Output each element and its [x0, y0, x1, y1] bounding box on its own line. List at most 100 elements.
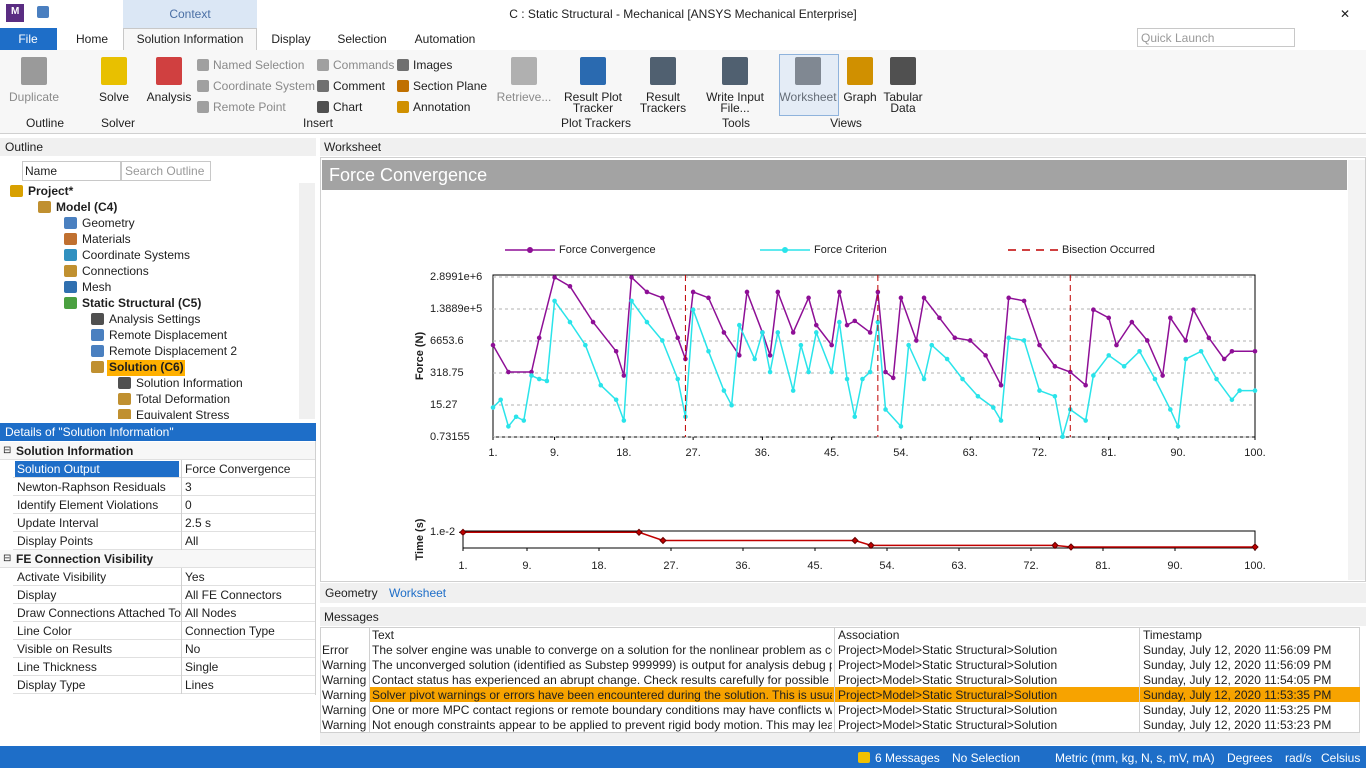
- message-cell[interactable]: Project>Model>Static Structural>Solution: [838, 688, 1058, 702]
- message-cell[interactable]: Not enough constraints appear to be appl…: [372, 718, 832, 732]
- tree-item[interactable]: Static Structural (C5): [82, 296, 202, 310]
- message-cell[interactable]: Warning: [322, 688, 367, 702]
- outline-search[interactable]: Search Outline: [125, 164, 205, 178]
- ribbon-button[interactable]: Duplicate: [8, 90, 60, 104]
- message-cell[interactable]: Sunday, July 12, 2020 11:56:09 PM: [1143, 658, 1332, 672]
- property-value[interactable]: Connection Type: [185, 624, 275, 638]
- ribbon-button[interactable]: Worksheet: [779, 90, 837, 104]
- message-cell[interactable]: One or more MPC contact regions or remot…: [372, 703, 832, 717]
- ribbon-tab[interactable]: Home: [75, 32, 109, 46]
- message-cell[interactable]: Warning: [322, 673, 367, 687]
- tree-item[interactable]: Equivalent Stress: [136, 408, 230, 419]
- message-cell[interactable]: Project>Model>Static Structural>Solution: [838, 658, 1058, 672]
- property-value[interactable]: Yes: [185, 570, 205, 584]
- active-tab-bg[interactable]: [123, 28, 257, 51]
- tree-item[interactable]: Solution (C6): [109, 360, 184, 374]
- property-value[interactable]: All Nodes: [185, 606, 237, 620]
- quick-launch[interactable]: Quick Launch: [1141, 31, 1215, 45]
- message-cell[interactable]: The solver engine was unable to converge…: [372, 643, 832, 657]
- message-cell[interactable]: Sunday, July 12, 2020 11:54:05 PM: [1143, 673, 1332, 687]
- ribbon-button[interactable]: Coordinate System: [213, 79, 316, 93]
- tree-item[interactable]: Coordinate Systems: [82, 248, 191, 262]
- tree-item[interactable]: Remote Displacement: [109, 328, 228, 342]
- column-header[interactable]: Timestamp: [1143, 628, 1202, 642]
- tree-item[interactable]: Geometry: [82, 216, 135, 230]
- ribbon-button[interactable]: Commands: [333, 58, 395, 72]
- message-cell[interactable]: Warning: [322, 718, 367, 732]
- property-value[interactable]: Lines: [185, 678, 214, 692]
- message-cell[interactable]: Project>Model>Static Structural>Solution: [838, 718, 1058, 732]
- column-header[interactable]: Association: [838, 628, 900, 642]
- ribbon-button[interactable]: Write Input File...: [706, 90, 764, 115]
- tree-item[interactable]: Model (C4): [56, 200, 118, 214]
- property-value[interactable]: All: [185, 534, 199, 548]
- property-value[interactable]: Force Convergence: [185, 462, 291, 476]
- tree-icon: [64, 265, 77, 277]
- message-cell[interactable]: Sunday, July 12, 2020 11:56:09 PM: [1143, 643, 1332, 657]
- outline-filter-box[interactable]: [22, 161, 121, 181]
- outline-filter[interactable]: Name: [25, 164, 58, 178]
- ribbon-button[interactable]: Retrieve...: [496, 90, 552, 104]
- tree-item[interactable]: Remote Displacement 2: [109, 344, 238, 358]
- ribbon-button[interactable]: Graph: [843, 90, 877, 104]
- column-header[interactable]: Text: [372, 628, 395, 642]
- property-value[interactable]: 0: [185, 498, 192, 512]
- ribbon-tab[interactable]: File: [18, 32, 38, 46]
- message-cell[interactable]: Sunday, July 12, 2020 11:53:23 PM: [1143, 718, 1332, 732]
- ribbon-button[interactable]: Images: [413, 58, 453, 72]
- view-tab[interactable]: Geometry: [325, 586, 378, 600]
- quick-launch-box[interactable]: [1137, 28, 1295, 47]
- collapse-toggle[interactable]: ⊟: [3, 553, 12, 564]
- ribbon-tab[interactable]: Solution Information: [136, 32, 244, 46]
- collapse-toggle[interactable]: ⊟: [3, 445, 12, 456]
- ribbon-tab[interactable]: Selection: [337, 32, 387, 46]
- ribbon-button[interactable]: Analysis: [146, 90, 192, 104]
- tree-item[interactable]: Analysis Settings: [109, 312, 201, 326]
- ribbon-button[interactable]: Section Plane: [413, 79, 488, 93]
- button-icon: [397, 59, 409, 71]
- ribbon-tab[interactable]: Automation: [414, 32, 476, 46]
- ribbon-button[interactable]: Comment: [333, 79, 386, 93]
- outline-scrollbar[interactable]: [299, 183, 315, 419]
- property-value[interactable]: 2.5 s: [185, 516, 212, 530]
- ribbon-button[interactable]: Remote Point: [213, 100, 286, 114]
- message-cell[interactable]: Project>Model>Static Structural>Solution: [838, 673, 1058, 687]
- property-value[interactable]: No: [185, 642, 201, 656]
- ribbon-button[interactable]: Named Selection: [213, 58, 305, 72]
- message-cell[interactable]: Error: [322, 643, 349, 657]
- message-cell[interactable]: Warning: [322, 658, 367, 672]
- worksheet-scrollbar[interactable]: [1348, 160, 1365, 580]
- view-title: Force Convergence: [329, 165, 488, 185]
- tree-item[interactable]: Project*: [28, 184, 74, 198]
- message-cell[interactable]: Sunday, July 12, 2020 11:53:25 PM: [1143, 703, 1332, 717]
- message-cell[interactable]: Warning: [322, 703, 367, 717]
- window-close[interactable]: ✕: [1340, 7, 1351, 21]
- tree-item[interactable]: Mesh: [82, 280, 112, 294]
- tree-item[interactable]: Total Deformation: [136, 392, 231, 406]
- property-value[interactable]: All FE Connectors: [185, 588, 282, 602]
- messages-scrollbar[interactable]: [320, 733, 1360, 745]
- property-value[interactable]: 3: [185, 480, 192, 494]
- property-value[interactable]: Single: [185, 660, 219, 674]
- ribbon-button[interactable]: Tabular Data: [883, 90, 923, 115]
- ribbon-button[interactable]: Solve: [98, 90, 130, 104]
- ribbon-button[interactable]: Result Trackers: [639, 90, 687, 115]
- file-tab-bg[interactable]: [0, 28, 57, 50]
- message-cell[interactable]: Project>Model>Static Structural>Solution: [838, 643, 1058, 657]
- message-cell[interactable]: Contact status has experienced an abrupt…: [372, 673, 832, 687]
- tree-item[interactable]: Connections: [82, 264, 149, 278]
- ribbon-tab[interactable]: Display: [271, 32, 311, 46]
- message-cell[interactable]: Solver pivot warnings or errors have bee…: [372, 688, 832, 702]
- property-row: [13, 514, 315, 532]
- tree-item[interactable]: Solution Information: [136, 376, 243, 390]
- ribbon-button[interactable]: Annotation: [413, 100, 471, 114]
- ribbon-button[interactable]: Result Plot Tracker: [563, 90, 623, 115]
- messages-selected-row[interactable]: [369, 687, 1360, 702]
- outline-search-box[interactable]: [121, 161, 211, 181]
- ribbon-button[interactable]: Chart: [333, 100, 363, 114]
- view-tab[interactable]: Worksheet: [389, 586, 447, 600]
- tree-item[interactable]: Materials: [82, 232, 131, 246]
- message-cell[interactable]: The unconverged solution (identified as …: [372, 658, 832, 672]
- message-cell[interactable]: Sunday, July 12, 2020 11:53:35 PM: [1143, 688, 1332, 702]
- message-cell[interactable]: Project>Model>Static Structural>Solution: [838, 703, 1058, 717]
